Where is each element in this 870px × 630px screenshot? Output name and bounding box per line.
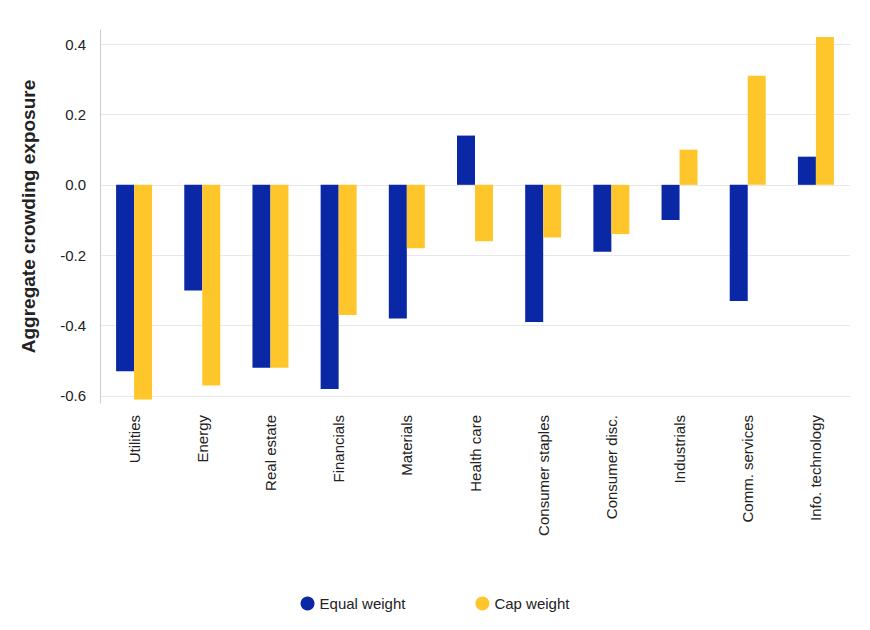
svg-text:0.0: 0.0 xyxy=(65,176,86,193)
svg-text:Health care: Health care xyxy=(467,415,484,492)
svg-text:Utilities: Utilities xyxy=(126,415,143,463)
svg-text:Materials: Materials xyxy=(398,415,415,476)
svg-text:-0.2: -0.2 xyxy=(60,247,86,264)
svg-text:-0.6: -0.6 xyxy=(60,387,86,404)
svg-text:-0.4: -0.4 xyxy=(60,317,86,334)
svg-text:Cap weight: Cap weight xyxy=(494,595,570,612)
svg-text:Equal weight: Equal weight xyxy=(320,595,407,612)
svg-text:Aggregate crowding exposure: Aggregate crowding exposure xyxy=(18,80,39,353)
svg-text:0.4: 0.4 xyxy=(65,36,86,53)
svg-text:Energy: Energy xyxy=(194,415,211,463)
svg-text:Industrials: Industrials xyxy=(671,415,688,483)
svg-text:Comm. services: Comm. services xyxy=(739,415,756,523)
svg-text:Real estate: Real estate xyxy=(262,415,279,491)
svg-text:Consumer disc.: Consumer disc. xyxy=(603,415,620,519)
svg-text:Consumer staples: Consumer staples xyxy=(535,415,552,536)
svg-text:Financials: Financials xyxy=(330,415,347,483)
svg-text:Info. technology: Info. technology xyxy=(807,415,824,521)
svg-text:0.2: 0.2 xyxy=(65,106,86,123)
